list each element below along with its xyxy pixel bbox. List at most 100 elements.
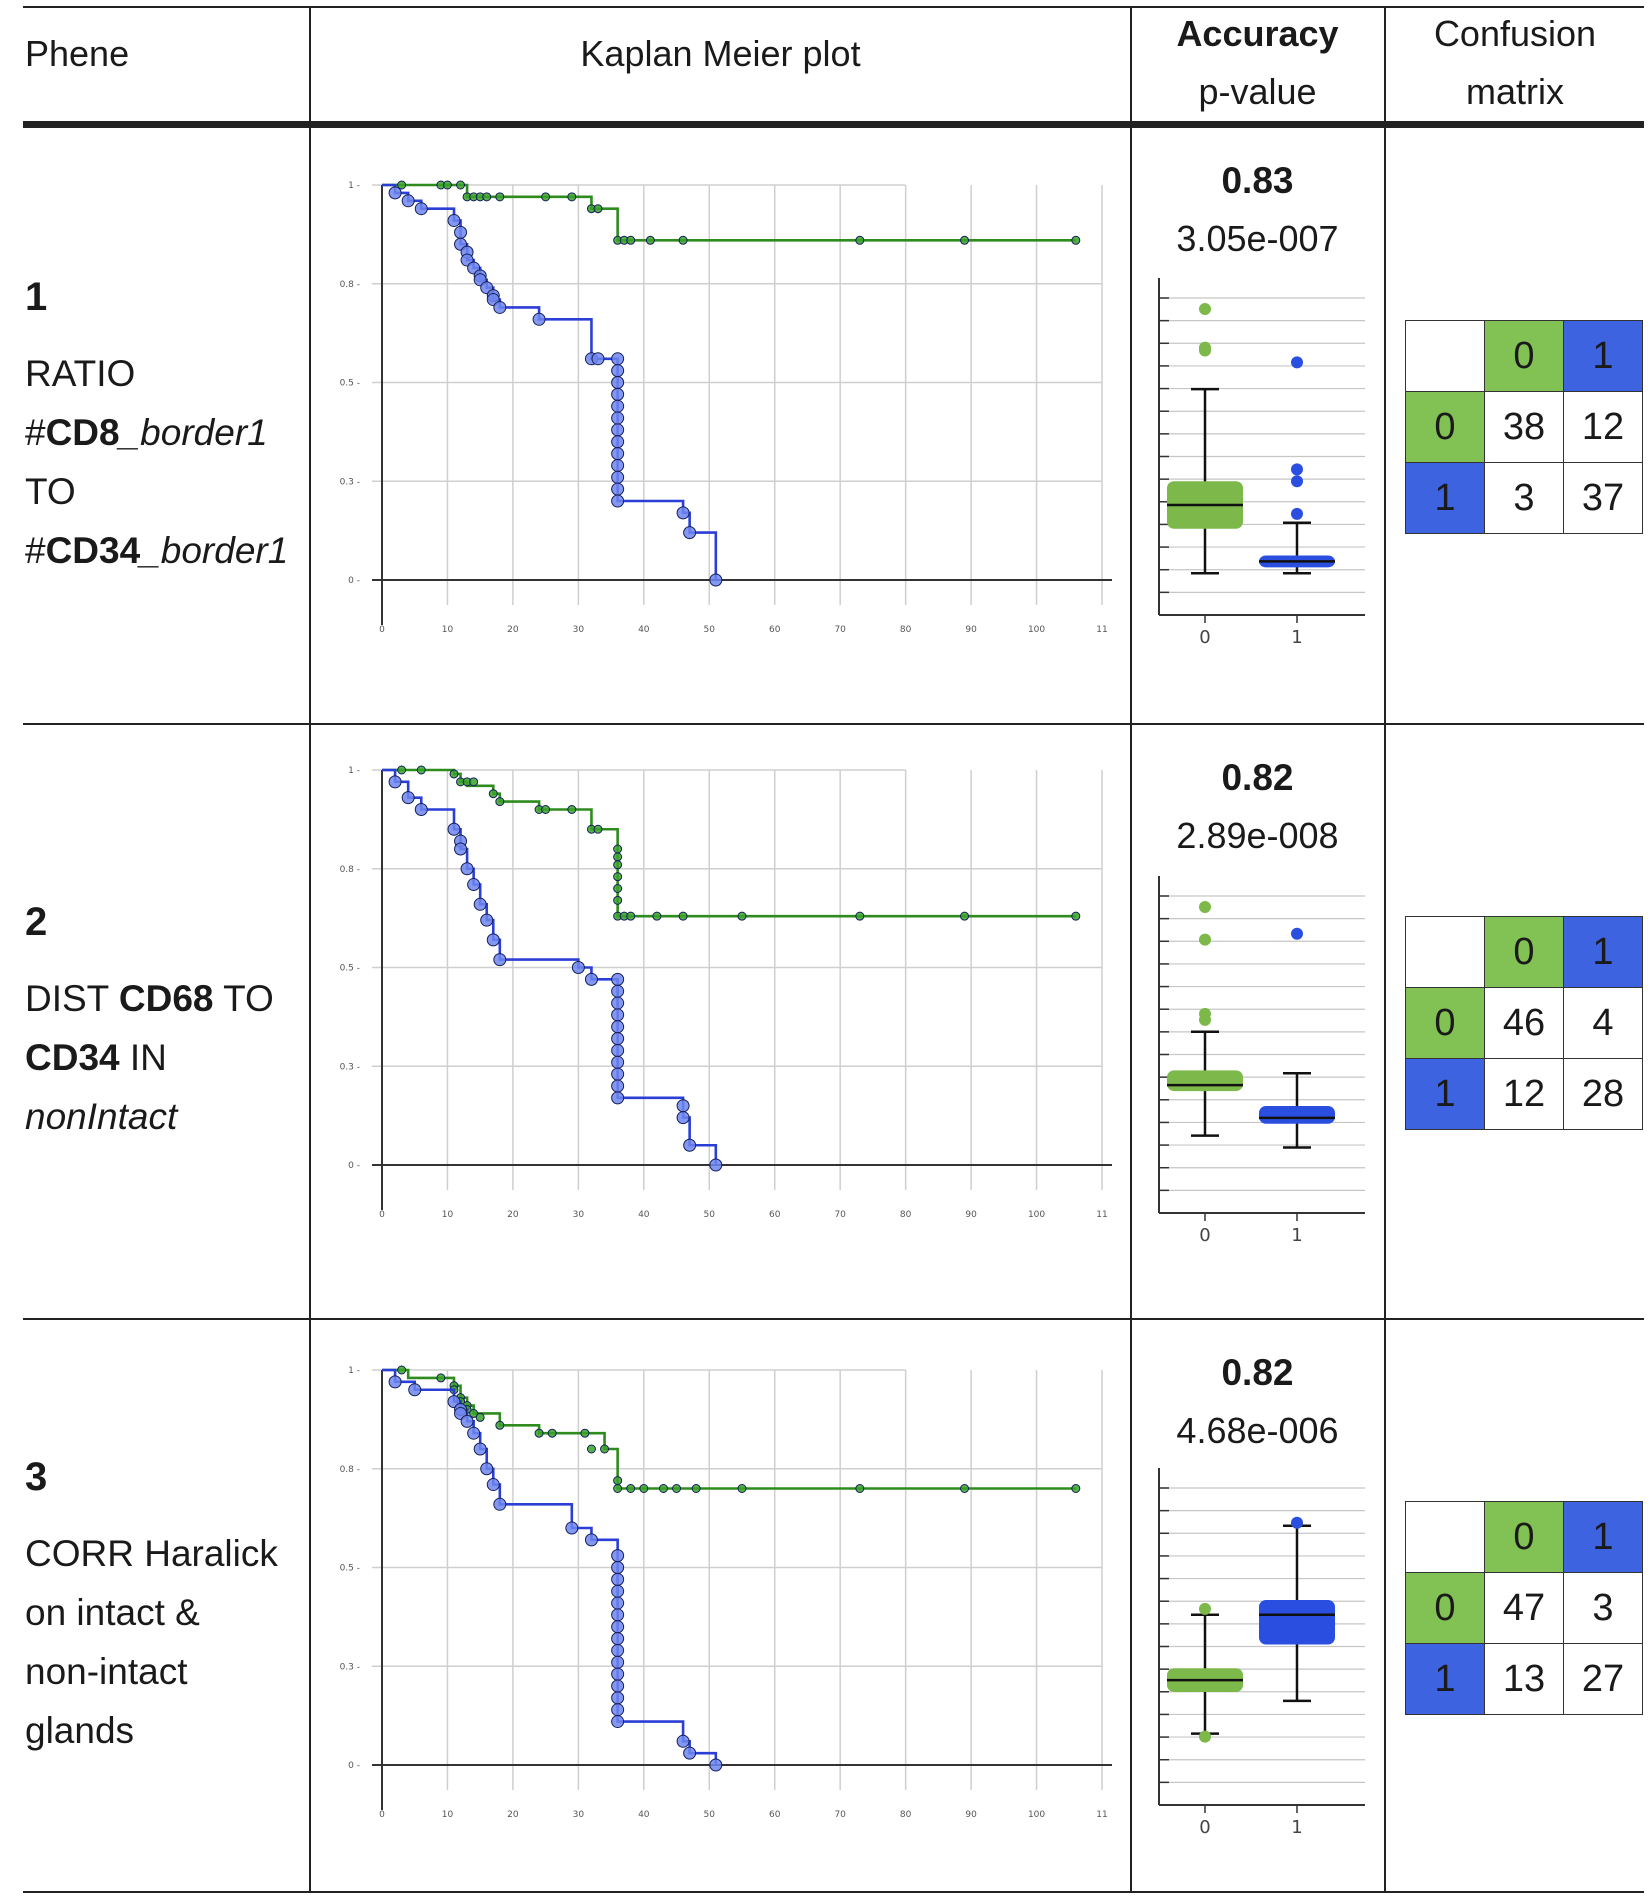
censor-mark-group-1 (486, 1478, 500, 1492)
censor-mark-group-0 (456, 180, 466, 190)
boxplot-outlier (1291, 507, 1303, 520)
confusion-cell: 12 (1484, 1058, 1564, 1130)
censor-mark-group-1 (401, 791, 415, 805)
censor-mark-group-0 (613, 884, 623, 893)
phene-text: IN (119, 1037, 167, 1078)
confusion-col-label: 0 (1484, 320, 1564, 392)
censor-mark-group-1 (709, 573, 723, 587)
p-value: 4.68e-006 (1176, 1410, 1339, 1451)
header-accuracy: Accuracy (1176, 13, 1339, 54)
censor-mark-group-1 (611, 1561, 625, 1574)
censor-mark-group-1 (676, 1111, 690, 1125)
censor-mark-group-1 (611, 1596, 625, 1610)
censor-mark-group-0 (488, 789, 498, 799)
confusion-row-label: 1 (1405, 462, 1485, 534)
phene-text: _border1 (119, 412, 268, 453)
censor-mark-group-0 (475, 1412, 485, 1422)
y-tick-label: 0.5 - (340, 379, 360, 389)
censor-mark-group-1 (447, 822, 461, 836)
x-tick-label: 20 (507, 1810, 519, 1820)
x-tick-label: 70 (834, 1210, 846, 1220)
confusion-matrix: 0 1 0 47 3 1 13 27 (1405, 1501, 1643, 1715)
x-tick-label: 30 (573, 1210, 585, 1220)
x-tick-label: 90 (965, 1810, 977, 1820)
censor-mark-group-1 (676, 1734, 690, 1748)
censor-mark-group-1 (388, 186, 402, 200)
phene-line: nonIntact (25, 1087, 274, 1146)
censor-mark-group-1 (611, 1679, 625, 1693)
censor-mark-group-1 (473, 1442, 487, 1456)
confusion-matrix: 0 1 0 46 4 1 12 28 (1405, 916, 1643, 1130)
boxplot-outlier (1291, 356, 1303, 369)
boxplot-outlier (1199, 344, 1211, 357)
censor-mark-group-0 (593, 204, 603, 214)
censor-mark-group-0 (613, 1484, 623, 1493)
censor-mark-group-1 (447, 214, 461, 228)
phene-text: CORR Haralick (25, 1533, 278, 1574)
censor-mark-group-1 (611, 1715, 625, 1729)
phene-text: glands (25, 1710, 135, 1751)
censor-mark-group-1 (611, 1584, 625, 1598)
censor-mark-group-0 (960, 1484, 970, 1493)
boxplot-box (1167, 1070, 1243, 1092)
phene-description: DIST CD68 TO CD34 IN nonIntact (25, 969, 274, 1146)
censor-mark-group-1 (611, 1549, 625, 1563)
x-tick-label: 0 (379, 1810, 385, 1820)
censor-mark-group-0 (855, 1484, 865, 1493)
censor-mark-group-1 (467, 878, 481, 892)
boxplot-outlier (1199, 1730, 1211, 1743)
confusion-row-label: 0 (1405, 987, 1485, 1059)
phene-text: # (25, 412, 46, 453)
confusion-cell: 38 (1484, 391, 1564, 463)
censor-mark-group-0 (626, 235, 636, 245)
censor-mark-group-0 (855, 235, 865, 245)
y-tick-label: 1 - (348, 1366, 360, 1376)
censor-mark-group-0 (567, 805, 577, 814)
censor-mark-group-1 (611, 376, 625, 389)
confusion-cell: 4 (1563, 987, 1643, 1059)
censor-mark-group-1 (611, 1055, 625, 1069)
censor-mark-group-1 (611, 1572, 625, 1586)
x-tick-label: 11 (1096, 1210, 1107, 1220)
censor-mark-group-1 (414, 803, 428, 816)
censor-mark-group-0 (495, 1420, 505, 1430)
phene-number: 3 (25, 1455, 48, 1499)
confusion-cell: 3 (1563, 1572, 1643, 1644)
censor-mark-group-1 (611, 1091, 625, 1105)
censor-mark-group-1 (480, 913, 494, 927)
phene-text: TO (213, 978, 274, 1019)
boxplot-outlier (1291, 463, 1303, 476)
y-tick-label: 1 - (348, 181, 360, 191)
confusion-col-label: 1 (1563, 320, 1643, 392)
censor-mark-group-1 (611, 1703, 625, 1717)
censor-mark-group-1 (454, 225, 468, 239)
censor-mark-group-1 (486, 933, 500, 947)
censor-mark-group-1 (591, 352, 605, 366)
censor-mark-group-1 (611, 996, 625, 1010)
censor-mark-group-1 (611, 458, 625, 472)
censor-mark-group-1 (454, 842, 468, 856)
row-divider-2 (23, 1318, 1644, 1320)
censor-mark-group-0 (737, 911, 747, 921)
column-divider-3 (1384, 6, 1386, 1893)
censor-mark-group-0 (534, 1428, 544, 1438)
phene-text: DIST (25, 978, 119, 1019)
y-tick-label: 0.3 - (340, 1662, 360, 1672)
censor-mark-group-0 (613, 1476, 623, 1486)
censor-mark-group-0 (482, 192, 492, 202)
phene-text: CD68 (118, 978, 214, 1019)
x-tick-label: 11 (1096, 1810, 1107, 1820)
censor-mark-group-0 (593, 824, 603, 834)
censor-mark-group-1 (460, 1414, 474, 1428)
boxplot-category-label: 0 (1199, 627, 1210, 648)
censor-mark-group-1 (611, 435, 625, 449)
confusion-row: 1 3 37 (1405, 462, 1643, 534)
confusion-cell: 28 (1563, 1058, 1643, 1130)
accuracy-value: 0.82 (1221, 757, 1294, 798)
confusion-row-label: 0 (1405, 391, 1485, 463)
boxplot-box (1259, 1599, 1335, 1645)
boxplot-category-label: 1 (1291, 1817, 1302, 1838)
x-tick-label: 70 (834, 1810, 846, 1820)
